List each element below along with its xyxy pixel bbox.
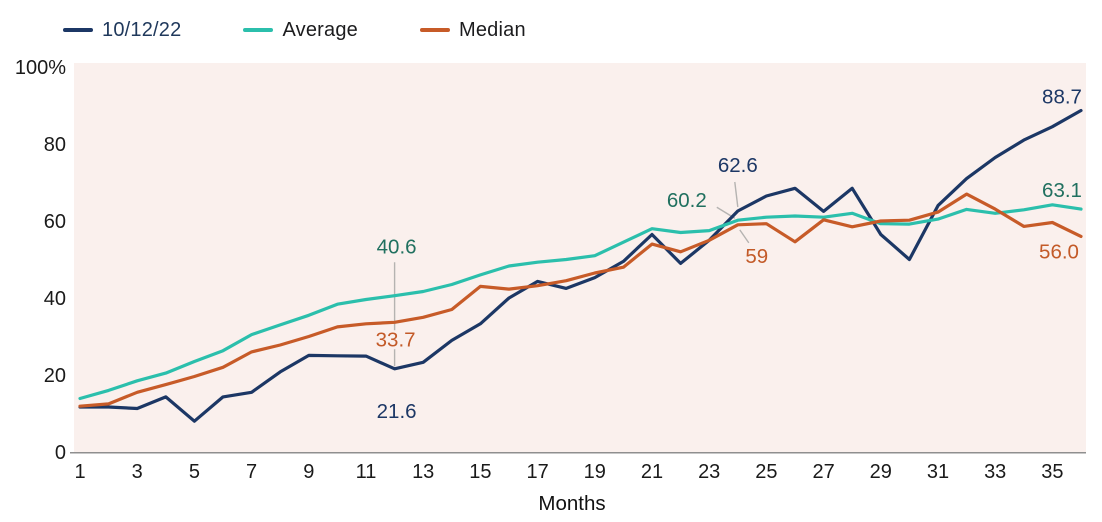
x-tick-label: 5 [189,461,200,483]
x-tick-label: 7 [246,461,257,483]
x-tick-label: 25 [755,461,777,483]
legend-dash-icon [419,28,450,32]
annotation-label: 21.6 [377,400,417,423]
x-tick-label: 1 [74,461,85,483]
annotation-label: 33.7 [376,328,416,351]
series-line-10-12-22 [78,108,1083,423]
x-tick-label: 9 [303,461,314,483]
annotation-label: 63.1 [1042,179,1082,202]
y-tick-label: 20 [44,365,66,387]
x-tick-label: 31 [927,461,949,483]
legend-label: Median [458,19,526,41]
legend-item-median: Median [419,19,526,41]
x-tick-label: 21 [641,461,663,483]
legend-dash-icon [243,28,274,32]
legend-dash-icon [63,28,93,32]
annotation-leader-line [739,229,750,244]
annotation-leader-line [734,181,739,208]
x-tick-label: 3 [132,461,143,483]
y-tick-label: 60 [44,211,66,233]
annotation-label: 40.6 [377,236,417,259]
annotation-label: 59 [745,245,768,268]
x-tick-label: 19 [584,461,606,483]
x-tick-label: 11 [356,461,377,483]
y-tick-label: 0 [55,442,66,464]
x-tick-label: 35 [1041,461,1063,483]
x-tick-label: 13 [412,461,434,483]
legend-item-10-12-22: 10/12/22 [63,19,181,41]
x-tick-label: 27 [812,461,834,483]
legend-label: 10/12/22 [102,19,182,41]
x-tick-label: 17 [526,461,548,483]
annotation-label: 60.2 [667,189,707,212]
annotation-label: 62.6 [718,154,758,177]
legend-label: Average [282,19,358,41]
y-tick-label: 80 [44,134,66,156]
series-line-median [78,192,1083,408]
annotation-label: 88.7 [1042,86,1082,109]
x-tick-label: 33 [984,461,1006,483]
legend: 10/12/22 Average Median [63,19,526,41]
x-axis-title: Months [538,492,605,515]
x-tick-label: 23 [698,461,720,483]
annotation-label: 56.0 [1039,240,1079,263]
series-line-average [78,203,1083,401]
y-tick-label: 100% [15,57,66,79]
x-tick-label: 15 [469,461,491,483]
legend-item-average: Average [243,19,358,41]
y-tick-label: 40 [44,288,66,310]
x-tick-label: 29 [870,461,892,483]
